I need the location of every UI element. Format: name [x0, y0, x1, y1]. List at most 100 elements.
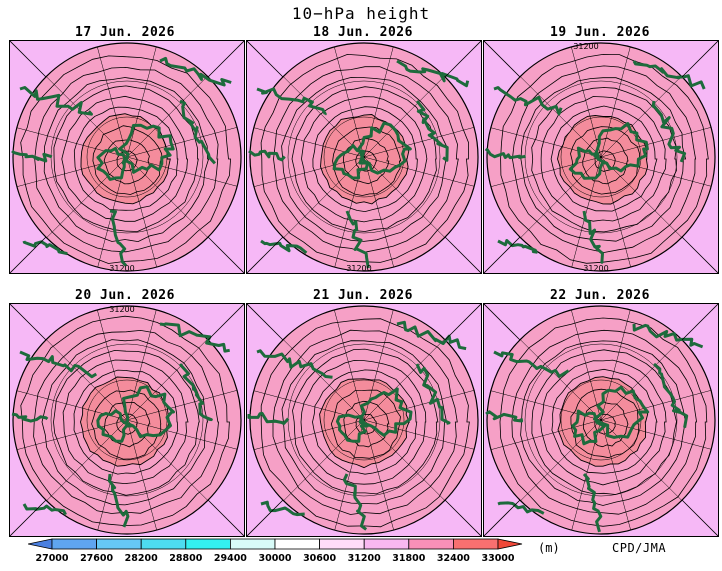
map-panel-4: 31200: [9, 303, 245, 537]
contour-label-bottom: 31200: [346, 264, 371, 273]
height-contour-inner: [343, 400, 390, 448]
meridian-line: [520, 156, 602, 238]
latitude-circle: [287, 80, 441, 234]
meridian-line: [126, 339, 208, 421]
height-contour: [33, 329, 219, 514]
legend-tick-label: 33000: [481, 553, 514, 564]
meridian-line: [126, 156, 238, 187]
panel-3-date: 19 Jun. 2026: [550, 25, 650, 40]
meridian-line: [600, 309, 631, 421]
panel-2-date: 18 Jun. 2026: [313, 25, 413, 40]
panel-5-date: 21 Jun. 2026: [313, 288, 413, 303]
meridian-line: [600, 339, 682, 421]
legend-tick-label: 30000: [258, 553, 291, 564]
height-contour-inner: [355, 413, 377, 435]
meridian-line: [126, 156, 208, 238]
latitude-circle: [323, 379, 405, 461]
legend-tick-label: 28800: [169, 553, 202, 564]
meridian-line: [334, 309, 365, 421]
meridian-line: [46, 76, 128, 158]
height-contour: [34, 66, 219, 253]
meridian-line: [363, 339, 445, 421]
polar-map-3: 31200 31200: [484, 41, 718, 273]
polar-map-6: [484, 304, 718, 536]
meridian-line: [126, 76, 208, 158]
meridian-line: [363, 46, 394, 158]
meridian-line: [46, 339, 128, 421]
height-contour: [550, 105, 658, 212]
meridian-line: [253, 156, 365, 187]
legend-tick-label: 30600: [303, 553, 336, 564]
height-contour: [499, 317, 708, 527]
meridian-line: [126, 419, 208, 501]
meridian-line: [600, 76, 682, 158]
height-contour: [520, 340, 687, 506]
height-contour-inner: [103, 139, 150, 185]
meridian-line: [363, 156, 394, 268]
meridian-line: [600, 390, 712, 421]
contour-label-bottom: 31200: [583, 264, 608, 273]
meridian-line: [600, 46, 631, 158]
height-contour: [53, 85, 199, 232]
credit-label: CPD/JMA: [612, 541, 667, 555]
height-contour: [511, 329, 698, 515]
height-contour-inner: [570, 126, 641, 195]
map-panel-1: 31200: [9, 40, 245, 274]
legend-swatch: [96, 538, 142, 550]
legend-tick-label: 27000: [35, 553, 68, 564]
meridian-line: [520, 339, 602, 421]
latitude-circle: [524, 343, 678, 497]
corner-lines: [484, 304, 718, 536]
meridian-line: [520, 419, 602, 501]
meridian-line: [363, 76, 445, 158]
height-contour: [291, 86, 437, 232]
coastlines: [248, 59, 470, 269]
meridian-line: [600, 419, 631, 531]
legend-swatch: [363, 538, 410, 550]
height-contour: [551, 368, 658, 474]
height-contour: [73, 106, 179, 211]
meridian-line: [97, 309, 128, 421]
height-contour-inner: [594, 413, 616, 435]
height-contour-inner: [582, 137, 629, 185]
panel-1-date: 17 Jun. 2026: [75, 25, 175, 40]
panel-4-date: 20 Jun. 2026: [75, 288, 175, 303]
meridian-line: [600, 419, 682, 501]
height-contour: [292, 348, 439, 495]
legend-tick-label: 29400: [214, 553, 247, 564]
color-legend: 27000 27600 28200 28800 29400 30000 30600 31200…: [28, 538, 523, 564]
height-contour: [62, 359, 189, 485]
polar-map-2: 31200: [247, 41, 481, 273]
height-contour: [540, 359, 667, 486]
meridian-line: [600, 419, 712, 450]
meridian-line: [571, 46, 602, 158]
height-contour: [312, 106, 418, 213]
meridian-line: [16, 419, 128, 450]
height-contour: [53, 349, 200, 496]
legend-swatch: [319, 538, 365, 550]
legend-arrow-low: [28, 538, 53, 550]
contour-label-top: 31200: [109, 305, 134, 314]
legend-unit: (m): [538, 541, 560, 555]
height-contour: [43, 77, 210, 243]
panel-6-date: 22 Jun. 2026: [550, 288, 650, 303]
height-contour: [531, 349, 678, 495]
meridian-line: [600, 156, 682, 238]
corner-lines: [10, 304, 244, 536]
meridian-line: [46, 156, 128, 238]
height-contour: [20, 315, 230, 527]
legend-tick-label: 27600: [80, 553, 113, 564]
legend-swatch: [185, 538, 231, 550]
meridian-line: [363, 127, 475, 158]
height-contour: [500, 53, 709, 264]
latitude-circle: [50, 343, 204, 497]
corner-lines: [247, 41, 481, 273]
height-contour: [61, 95, 188, 222]
legend-swatch: [229, 538, 276, 550]
legend-tick-label: 31800: [392, 553, 425, 564]
meridian-line: [126, 156, 157, 268]
map-panel-2: 31200: [246, 40, 482, 274]
contour-label-top: 31200: [573, 42, 598, 51]
meridian-line: [600, 156, 712, 187]
corner-lines: [484, 41, 718, 273]
